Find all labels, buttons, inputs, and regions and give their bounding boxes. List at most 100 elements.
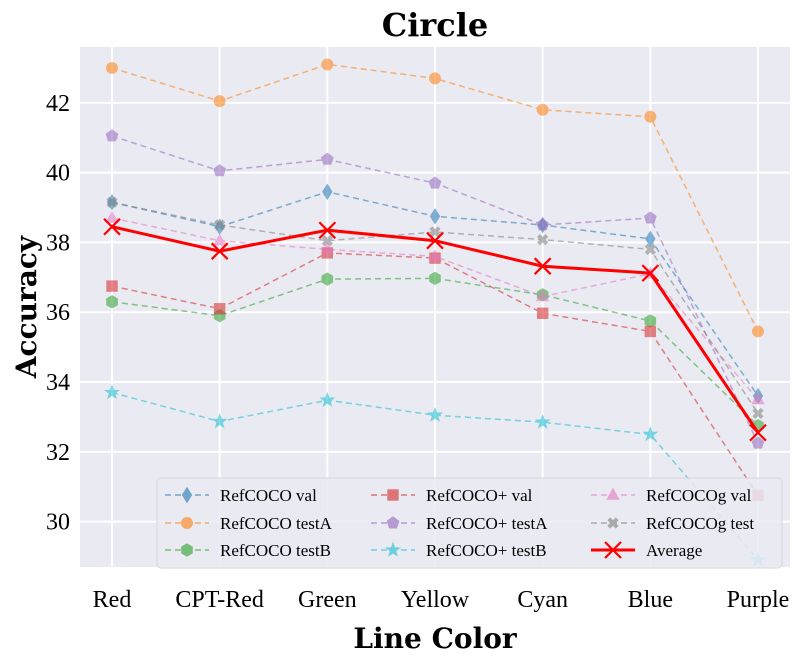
legend-item: [371, 489, 415, 501]
data-point: [213, 303, 226, 315]
chart-title: Circle: [382, 6, 488, 44]
legend-marker: [181, 486, 193, 504]
data-point: [536, 307, 549, 319]
x-tick-label: CPT-Red: [175, 587, 263, 613]
data-point: [318, 221, 337, 239]
data-point: [428, 249, 442, 262]
data-point: [752, 407, 764, 420]
data-point: [751, 436, 765, 449]
legend-marker: [181, 516, 194, 529]
legend-marker: [385, 541, 401, 557]
y-tick-label: 32: [46, 440, 70, 466]
data-point: [535, 289, 550, 302]
data-point: [103, 217, 121, 236]
data-point: [319, 391, 336, 407]
legend-item: [165, 543, 209, 557]
legend-item: [591, 487, 635, 500]
legend-label: RefCOCO val: [220, 486, 317, 505]
legend-label: RefCOCO testB: [220, 541, 331, 560]
x-tick-label: Cyan: [517, 587, 568, 613]
series-layer: [103, 58, 767, 567]
legend-item: [371, 516, 415, 529]
data-point: [644, 314, 657, 328]
data-point: [213, 95, 226, 108]
legend-marker: [607, 517, 619, 529]
legend-item: [165, 486, 209, 504]
data-point: [320, 152, 334, 165]
series-average: [103, 217, 767, 442]
y-tick-label: 36: [46, 300, 70, 326]
data-point: [537, 234, 549, 246]
x-axis-label: Line Color: [353, 622, 518, 655]
series-refcoco-plus-testa: [105, 129, 765, 449]
data-point: [428, 176, 442, 189]
data-point: [105, 129, 119, 142]
legend-label: RefCOCO testA: [220, 514, 333, 533]
data-point: [106, 295, 118, 309]
data-point: [641, 264, 660, 282]
tick-labels: Red CPT-Red Green Yellow Cyan Blue Purple 30 32 3…: [46, 91, 789, 613]
legend-item: [371, 541, 415, 557]
legend-label: Average: [646, 541, 702, 560]
data-point: [642, 426, 659, 442]
data-point: [106, 196, 118, 208]
legend-item: [591, 541, 635, 559]
data-point: [644, 110, 657, 123]
data-point: [536, 218, 550, 231]
y-tick-label: 34: [46, 370, 70, 396]
x-tick-label: Red: [93, 587, 132, 613]
series-refcocog-test: [106, 196, 764, 420]
legend-frame: [156, 477, 783, 569]
y-tick-label: 42: [46, 91, 70, 117]
data-point: [751, 325, 764, 338]
data-point: [749, 423, 767, 442]
data-point: [210, 242, 229, 260]
data-point: [322, 183, 333, 201]
data-point: [211, 413, 228, 429]
data-point: [427, 406, 443, 422]
legend-label: RefCOCO+ testB: [426, 541, 547, 560]
data-point: [644, 325, 657, 338]
data-point: [426, 231, 444, 250]
y-tick-label: 40: [46, 161, 70, 187]
legend-marker: [604, 541, 622, 559]
legend-label: RefCOCO+ testA: [426, 514, 548, 533]
legend-marker: [386, 516, 400, 529]
data-point: [645, 230, 656, 248]
data-point: [751, 392, 765, 405]
legend-item: [591, 517, 635, 529]
legend-marker: [181, 543, 193, 557]
data-point: [321, 235, 333, 247]
data-point: [320, 242, 335, 255]
data-point: [429, 207, 441, 225]
data-point: [429, 226, 441, 238]
data-point: [212, 233, 227, 246]
x-tick-label: Yellow: [401, 587, 470, 613]
legend-label: RefCOCO+ val: [426, 486, 533, 505]
y-tick-label: 38: [46, 230, 70, 256]
data-point: [213, 164, 227, 177]
data-point: [429, 72, 442, 85]
data-point: [214, 219, 226, 231]
data-point: [104, 384, 120, 400]
data-point: [105, 61, 118, 74]
x-tick-label: Green: [298, 587, 357, 613]
series-refcoco-plus-testb: [104, 384, 766, 567]
series-refcoco-testa: [105, 58, 764, 338]
data-point: [321, 272, 334, 286]
data-point: [534, 413, 551, 429]
data-point: [643, 211, 657, 224]
y-axis-label: Accuracy: [10, 235, 43, 379]
legend-label: RefCOCOg test: [646, 514, 754, 533]
data-point: [533, 257, 552, 275]
data-point: [321, 58, 334, 71]
x-tick-label: Purple: [727, 587, 790, 613]
legend-marker: [387, 489, 399, 501]
legend-marker: [606, 487, 620, 500]
legend: RefCOCO val RefCOCO testA RefCOCO testB Ref…: [156, 477, 783, 569]
y-tick-label: 30: [46, 510, 70, 536]
legend-item: [165, 516, 209, 529]
data-point: [106, 280, 118, 292]
x-tick-label: Blue: [628, 587, 673, 613]
